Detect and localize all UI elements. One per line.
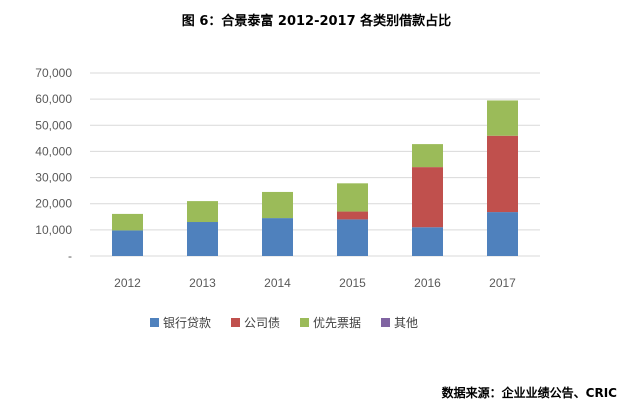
bar-segment — [187, 222, 218, 256]
legend-swatch — [300, 318, 309, 327]
x-tick-label: 2013 — [189, 276, 216, 290]
y-tick-label: 70,000 — [35, 66, 72, 80]
bar-segment — [337, 183, 368, 211]
legend: 银行贷款 公司债 优先票据 其他 — [150, 316, 418, 330]
legend-swatch — [150, 318, 159, 327]
legend-label: 优先票据 — [313, 316, 361, 330]
y-tick-label: - — [68, 249, 72, 263]
x-tick-label: 2014 — [264, 276, 291, 290]
bar-segment — [337, 212, 368, 220]
legend-label: 公司债 — [244, 316, 280, 330]
x-tick-label: 2017 — [489, 276, 516, 290]
source-note: 数据来源：企业业绩公告、CRIC — [442, 384, 617, 401]
bar-segment — [112, 230, 143, 256]
y-tick-label: 30,000 — [35, 171, 72, 185]
y-tick-label: 20,000 — [35, 197, 72, 211]
bar-segment — [487, 136, 518, 212]
y-tick-label: 50,000 — [35, 118, 72, 132]
bar-segment — [487, 100, 518, 135]
legend-swatch — [381, 318, 390, 327]
legend-label: 银行贷款 — [163, 316, 211, 330]
chart-canvas: - 10,000 20,000 30,000 40,000 50,000 60,000 70,… — [0, 0, 633, 411]
y-axis: - 10,000 20,000 30,000 40,000 50,000 60,000 70,… — [35, 66, 72, 263]
bars — [112, 100, 518, 256]
y-tick-label: 40,000 — [35, 144, 72, 158]
legend-label: 其他 — [394, 316, 418, 330]
y-tick-label: 10,000 — [35, 223, 72, 237]
bar-segment — [412, 227, 443, 256]
bar-segment — [187, 201, 218, 222]
bar-segment — [262, 218, 293, 256]
x-axis: 2012 2013 2014 2015 2016 2017 — [114, 276, 516, 290]
bar-segment — [487, 212, 518, 256]
x-tick-label: 2012 — [114, 276, 141, 290]
y-tick-label: 60,000 — [35, 92, 72, 106]
x-tick-label: 2016 — [414, 276, 441, 290]
legend-swatch — [231, 318, 240, 327]
bar-segment — [262, 192, 293, 218]
bar-segment — [412, 144, 443, 167]
bar-segment — [337, 219, 368, 256]
x-tick-label: 2015 — [339, 276, 366, 290]
gridlines — [90, 73, 540, 256]
bar-segment — [412, 167, 443, 227]
bar-segment — [112, 214, 143, 230]
